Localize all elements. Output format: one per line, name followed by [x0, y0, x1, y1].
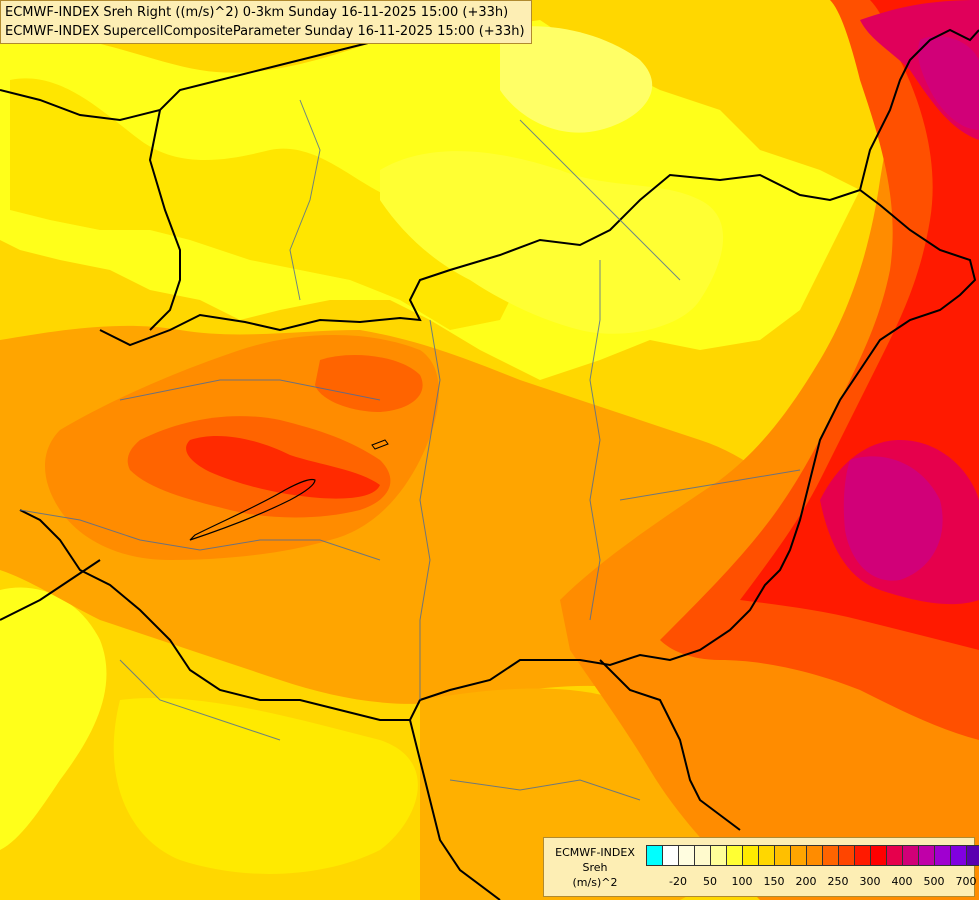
- legend-swatch: [711, 846, 727, 865]
- field-magenta-northeast: [918, 36, 979, 130]
- header-line-1: ECMWF-INDEX Sreh Right ((m/s)^2) 0-3km S…: [5, 5, 509, 20]
- country-border-west: [148, 109, 181, 331]
- legend-tick-label: 200: [795, 875, 817, 888]
- legend-swatch: [871, 846, 887, 865]
- field-yellow-sw: [0, 587, 107, 850]
- legend-swatch: [775, 846, 791, 865]
- country-border-south: [599, 659, 741, 831]
- lake-small: [371, 439, 389, 450]
- legend-swatch: [967, 846, 979, 865]
- country-border-hungary: [19, 173, 977, 721]
- legend-tick-label: 150: [763, 875, 785, 888]
- country-border-lower-left: [0, 559, 101, 621]
- legend-swatch: [743, 846, 759, 865]
- header-line-2: ECMWF-INDEX SupercellCompositeParameter …: [5, 24, 525, 39]
- legend-swatch: [839, 846, 855, 865]
- legend-swatch: [727, 846, 743, 865]
- legend-swatch: [903, 846, 919, 865]
- legend-title: ECMWF-INDEX Sreh (m/s)^2: [548, 845, 642, 890]
- legend-swatch: [791, 846, 807, 865]
- legend-tick-label: 500: [923, 875, 945, 888]
- internal-boundaries: [19, 99, 801, 801]
- legend-swatch: [919, 846, 935, 865]
- legend-swatch: [823, 846, 839, 865]
- field-redorange-north-blob: [315, 355, 423, 412]
- legend-tick-label: 300: [859, 875, 881, 888]
- legend-title-param: Sreh: [582, 861, 608, 874]
- field-gold-inner-north: [10, 78, 520, 331]
- legend-tick-label: 700: [955, 875, 977, 888]
- field-yellow-south: [113, 698, 418, 874]
- field-yellow-topcenter: [500, 26, 653, 133]
- legend-swatch: [759, 846, 775, 865]
- legend-title-unit: (m/s)^2: [572, 876, 618, 889]
- legend-swatch: [855, 846, 871, 865]
- legend-tick-label: 50: [703, 875, 717, 888]
- legend-ticks: -20 50 100 150 200 250 300 400 500 700: [646, 875, 976, 891]
- legend-swatch: [663, 846, 679, 865]
- legend-tick-label: 250: [827, 875, 849, 888]
- legend-swatch: [935, 846, 951, 865]
- country-border-ne: [859, 28, 979, 191]
- field-magenta-blob: [843, 456, 943, 581]
- legend-tick-label: 100: [731, 875, 753, 888]
- map-header: ECMWF-INDEX Sreh Right ((m/s)^2) 0-3km S…: [0, 0, 532, 44]
- field-red-west: [186, 435, 380, 499]
- legend-swatch: [679, 846, 695, 865]
- legend-swatch: [807, 846, 823, 865]
- legend-swatches: [646, 845, 979, 866]
- legend-swatch: [887, 846, 903, 865]
- color-legend: ECMWF-INDEX Sreh (m/s)^2 -20 50 100 150 200 2…: [543, 837, 979, 897]
- legend-swatch: [951, 846, 967, 865]
- legend-swatch: [695, 846, 711, 865]
- legend-tick-label: -20: [669, 875, 687, 888]
- legend-swatch: [647, 846, 663, 865]
- legend-tick-label: 400: [891, 875, 913, 888]
- legend-title-model: ECMWF-INDEX: [555, 846, 635, 859]
- lake-outline: [189, 478, 316, 541]
- country-border-sw: [409, 719, 501, 900]
